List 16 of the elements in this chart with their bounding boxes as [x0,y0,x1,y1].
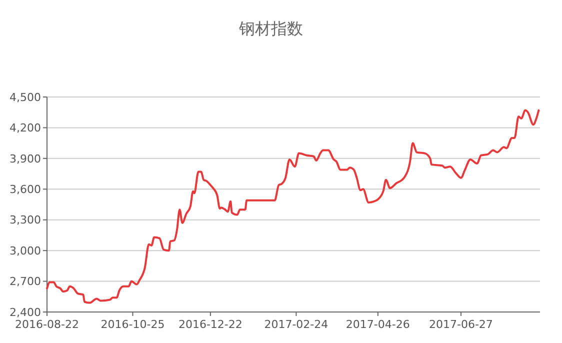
y-tick-label: 4,500 [10,90,41,104]
x-tick-label: 2016-08-22 [15,318,79,331]
x-tick-label: 2016-10-25 [100,318,165,331]
chart-title: 钢材指数 [238,19,303,38]
y-tick-label: 3,000 [10,244,41,258]
y-tick-label: 3,300 [10,214,41,227]
y-tick-label: 2,400 [10,306,41,319]
line-series [46,109,540,304]
y-tick-label: 4,200 [10,122,41,135]
y-tick-label: 3,900 [10,152,41,166]
x-tick-label: 2017-04-26 [346,318,410,331]
x-tick-label: 2017-06-27 [428,318,493,331]
y-tick-label: 3,600 [10,182,41,196]
y-tick-label: 2,700 [10,275,41,288]
x-tick-label: 2017-02-24 [264,318,328,331]
x-tick-label: 2016-12-22 [178,318,242,331]
